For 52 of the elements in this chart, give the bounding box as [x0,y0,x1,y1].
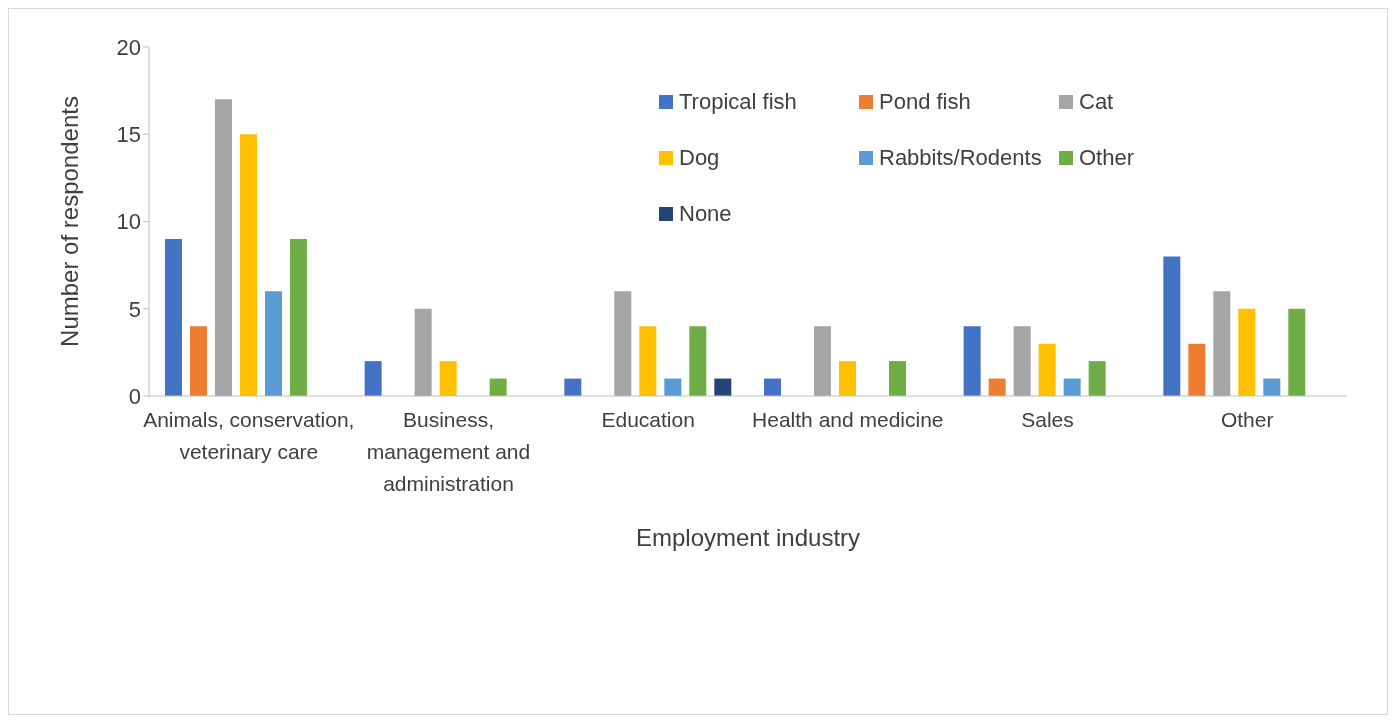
bar [988,378,1006,396]
bar [813,326,831,396]
y-tick-label: 15 [116,122,141,148]
bar [689,326,707,396]
bar [838,361,856,396]
bar [164,238,182,396]
legend-label: Other [1079,145,1135,171]
legend-label: None [679,201,732,227]
bar [888,361,906,396]
x-tick-label: Sales [1021,407,1074,431]
bar [1163,256,1181,396]
y-axis-title: Number of respondents [55,96,83,347]
legend-label: Pond fish [879,89,971,115]
bar [1038,343,1056,396]
bar [264,291,282,396]
bar [564,378,582,396]
y-tick-label: 5 [128,296,141,322]
bar [1088,361,1106,396]
bar [714,378,732,396]
legend-label: Dog [679,145,720,171]
bar [664,378,682,396]
x-tick-label: Other [1220,407,1274,431]
x-tick-label: Animals, conservation, veterinary care [143,407,355,463]
legend-label: Rabbits/Rodents [879,145,1042,171]
x-tick-label: Education [601,407,695,431]
bar [1263,378,1281,396]
bar [1063,378,1081,396]
bar [364,361,382,396]
bar [614,291,632,396]
bar [1288,308,1306,396]
bar [439,361,457,396]
x-tick-label: Health and medicine [752,407,944,431]
legend-label: Tropical fish [679,89,797,115]
bar [1213,291,1231,396]
x-axis-title: Employment industry [635,524,861,551]
bar [763,378,781,396]
bar [289,238,307,396]
bar [1188,343,1206,396]
y-tick-label: 0 [128,383,141,409]
x-tick-label: Business, management and administration [366,407,531,495]
bar [1238,308,1256,396]
bar [239,134,257,396]
y-tick-label: 10 [116,209,141,235]
bar [639,326,657,396]
legend-label: Cat [1079,89,1114,115]
bar [963,326,981,396]
bar [189,326,207,396]
bar [1013,326,1031,396]
bar [414,308,432,396]
bar [214,99,232,396]
y-tick-label: 20 [116,34,141,60]
bar [489,378,507,396]
